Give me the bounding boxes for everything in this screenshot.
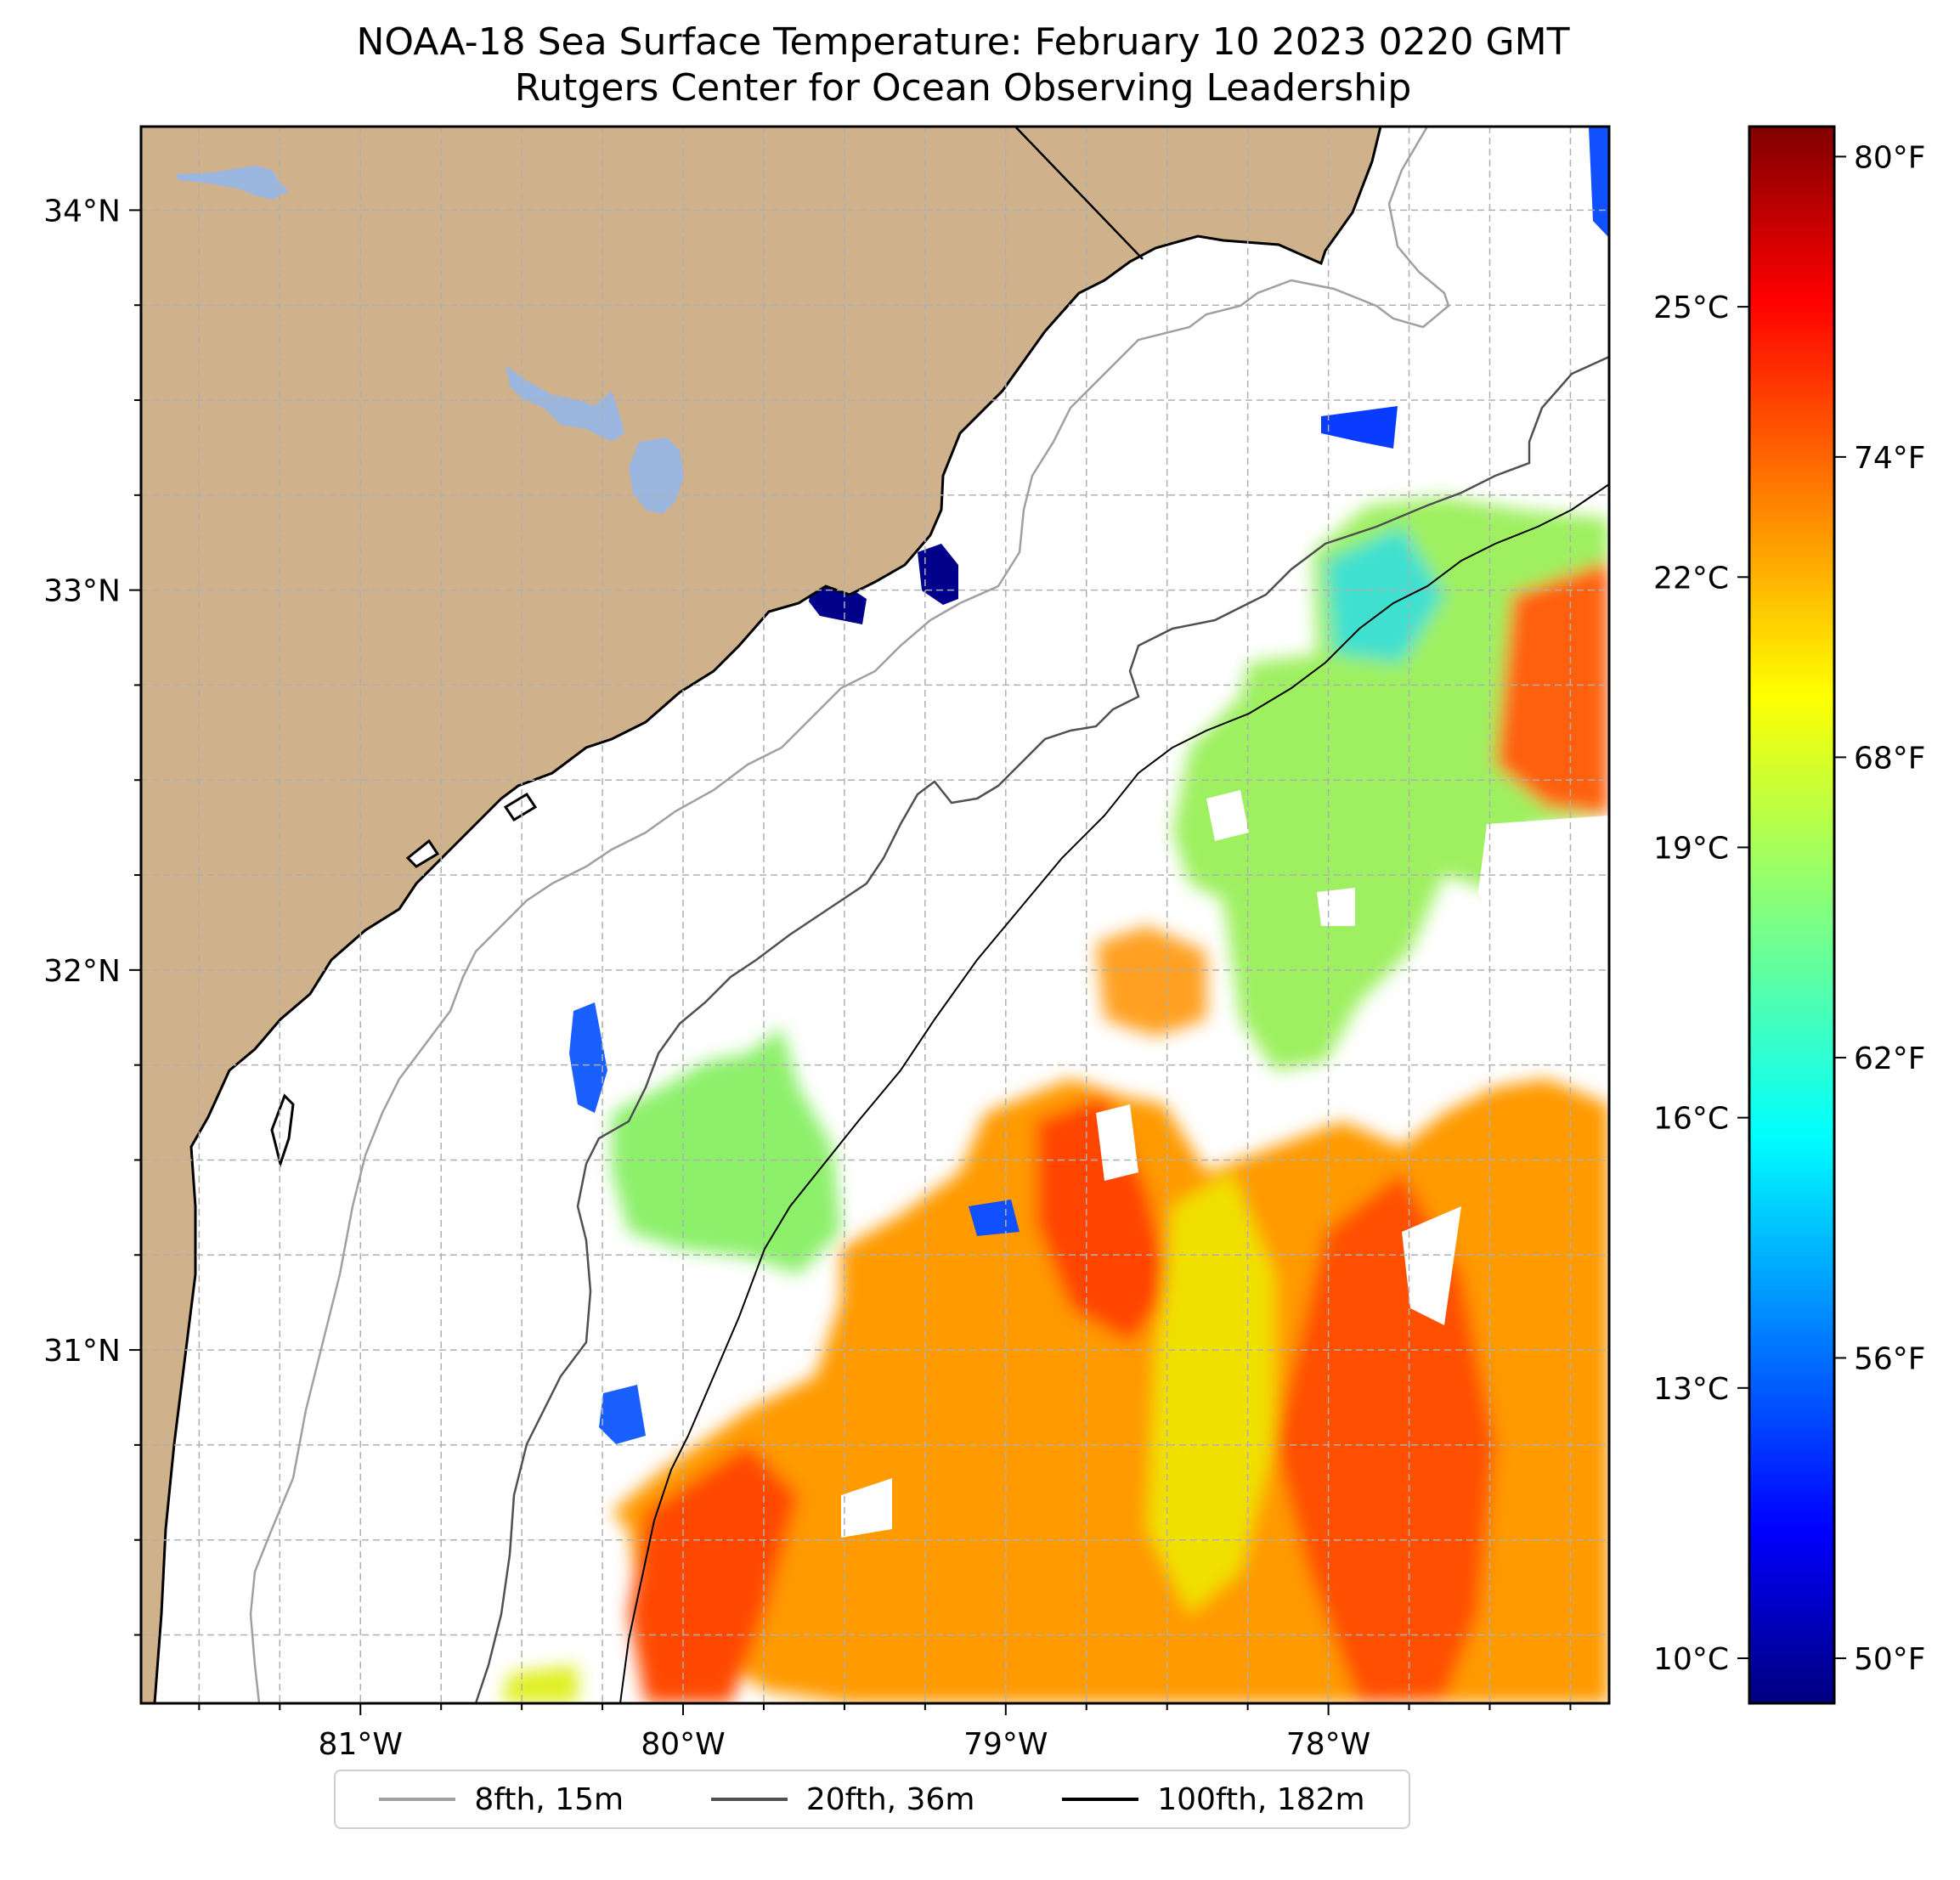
celsius-tick-label: 19°C	[1653, 831, 1729, 866]
contour-100fth-182m	[619, 483, 1609, 1703]
sst-patch-northeast-warm	[1495, 561, 1609, 816]
sst-patch-northeast	[1172, 497, 1609, 1070]
map-plot-area	[141, 127, 1609, 1703]
island-3	[405, 838, 440, 868]
lake-middle	[506, 365, 624, 442]
island-1	[270, 1093, 295, 1169]
sst-cold-patch-4	[969, 1200, 1020, 1236]
contour-20fth-36m	[474, 355, 1609, 1703]
sst-cold-patch-1	[1321, 406, 1398, 449]
no-data-hole-1	[1206, 790, 1249, 841]
legend-swatch-8fth	[379, 1798, 456, 1801]
celsius-tick-label: 25°C	[1653, 291, 1729, 325]
sst-no-data-holes	[841, 790, 1609, 1538]
gridlines	[141, 127, 1609, 1703]
celsius-tick-label: 16°C	[1653, 1102, 1729, 1137]
lon-tick-label: 79°W	[963, 1727, 1048, 1762]
fahrenheit-tick-label: 68°F	[1854, 741, 1926, 776]
contour-8fth-15m	[249, 127, 1450, 1703]
latitude-axis: 34°N 33°N 32°N 31°N	[43, 194, 141, 1636]
map-title: NOAA-18 Sea Surface Temperature: Februar…	[356, 20, 1570, 64]
no-data-hole-2	[1317, 888, 1355, 926]
no-data-hole-3	[1478, 816, 1609, 951]
legend-label-20fth: 20fth, 36m	[805, 1781, 975, 1817]
lat-tick-label: 34°N	[43, 194, 121, 229]
sst-patch-yellow-band	[1147, 1172, 1274, 1614]
colorbar	[1748, 125, 1836, 1705]
sst-data-layer	[501, 127, 1609, 1703]
lon-tick-label: 80°W	[641, 1727, 725, 1762]
sst-patch-northeast-cool	[1325, 527, 1444, 663]
no-data-hole-6	[1096, 1104, 1138, 1181]
legend-item-8fth: 8fth, 15m	[379, 1782, 624, 1817]
no-data-hole-4	[1402, 1206, 1461, 1325]
lon-tick-label: 81°W	[319, 1727, 403, 1762]
island-2	[503, 792, 538, 822]
celsius-tick-label: 10°C	[1653, 1642, 1729, 1677]
legend-swatch-20fth	[710, 1798, 788, 1801]
legend-swatch-100fth	[1062, 1798, 1139, 1801]
legend-label-100fth: 100fth, 182m	[1157, 1781, 1365, 1817]
colorbar-celsius-axis: 25°C 22°C 19°C 16°C 13°C 10°C	[1653, 291, 1749, 1677]
contour-legend: 8fth, 15m 20fth, 36m 100fth, 182m	[334, 1770, 1410, 1829]
fahrenheit-tick-label: 50°F	[1854, 1642, 1926, 1677]
longitude-axis: 81°W 80°W 79°W 78°W	[198, 1703, 1572, 1762]
legend-item-20fth: 20fth, 36m	[710, 1781, 975, 1817]
sst-cold-patch-3	[599, 1385, 646, 1444]
map-subtitle: Rutgers Center for Ocean Observing Leade…	[514, 66, 1412, 110]
lake-north	[176, 166, 289, 200]
lat-tick-label: 32°N	[43, 954, 121, 989]
sst-patch-south-hot	[1036, 1096, 1172, 1342]
sst-patch-west-green	[612, 1028, 841, 1274]
fahrenheit-tick-label: 56°F	[1854, 1341, 1926, 1376]
no-data-hole-5	[841, 1478, 892, 1538]
state-border	[1014, 127, 1144, 260]
fahrenheit-tick-label: 80°F	[1854, 140, 1926, 175]
fahrenheit-tick-label: 74°F	[1854, 441, 1926, 476]
fahrenheit-tick-label: 62°F	[1854, 1042, 1926, 1076]
lat-tick-label: 33°N	[43, 574, 121, 609]
land-mass	[141, 127, 1382, 1703]
sst-cold-patch-2	[569, 1002, 607, 1113]
sst-patch-south-hot-3	[629, 1444, 799, 1703]
celsius-tick-label: 22°C	[1653, 561, 1729, 596]
sst-patch-mid	[1096, 926, 1206, 1036]
coastal-islands	[270, 792, 538, 1169]
celsius-tick-label: 13°C	[1653, 1372, 1729, 1407]
sst-patch-southwest	[501, 1665, 578, 1703]
map-frame	[139, 125, 1611, 1705]
legend-item-100fth: 100fth, 182m	[1062, 1781, 1365, 1817]
lon-tick-label: 78°W	[1286, 1727, 1370, 1762]
legend-label-8fth: 8fth, 15m	[474, 1781, 624, 1817]
colorbar-fahrenheit-axis: 80°F 74°F 68°F 62°F 56°F 50°F	[1834, 140, 1926, 1677]
lat-tick-label: 31°N	[43, 1334, 121, 1369]
